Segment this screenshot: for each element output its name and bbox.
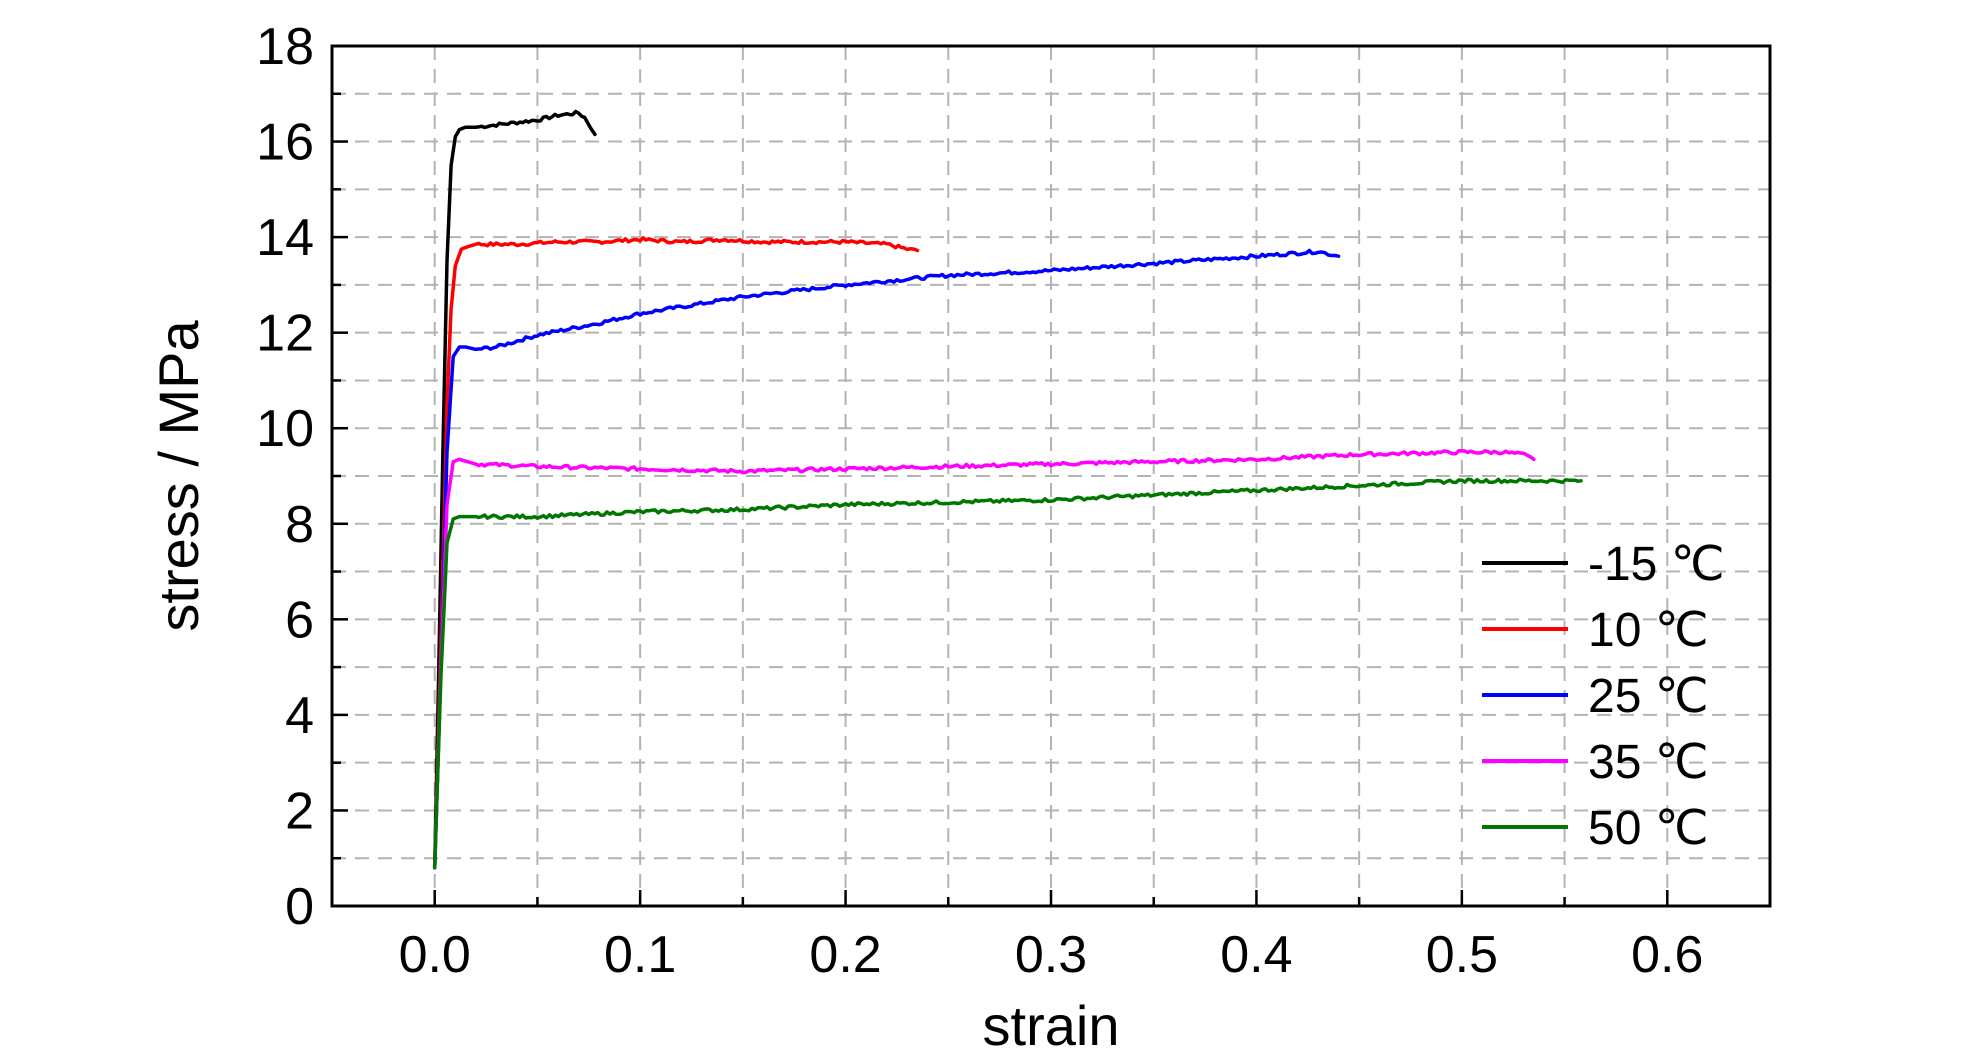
- legend: -15 ℃ 10 ℃ 25 ℃ 35 ℃ 50 ℃: [1482, 538, 1725, 855]
- legend-label: 25 ℃: [1588, 670, 1709, 723]
- y-tick-label: 2: [285, 782, 314, 840]
- y-tick-label: 14: [256, 209, 314, 267]
- x-tick-label: 0.5: [1426, 926, 1498, 984]
- x-tick-label: 0.4: [1220, 926, 1292, 984]
- legend-label: 35 ℃: [1588, 736, 1709, 789]
- y-tick-label: 10: [256, 400, 314, 458]
- y-axis-label: stress / MPa: [147, 320, 210, 632]
- y-tick-label: 18: [256, 18, 314, 76]
- series-line: [432, 449, 1536, 870]
- x-axis-label: strain: [983, 994, 1120, 1057]
- y-tick-label: 0: [285, 878, 314, 936]
- series-line: [432, 248, 1341, 870]
- y-tick-label: 16: [256, 114, 314, 172]
- y-tick-label: 12: [256, 305, 314, 363]
- x-tick-label: 0.0: [399, 926, 471, 984]
- series-line: [432, 109, 597, 870]
- series-line: [432, 477, 1583, 870]
- x-tick-label: 0.1: [604, 926, 676, 984]
- data-series: [432, 109, 1583, 870]
- x-tick-label: 0.2: [809, 926, 881, 984]
- tick-labels: 0.0 0.1 0.2 0.3 0.4 0.5 0.6 0 2 4 6 8 10 12 14 16 18: [256, 18, 1703, 984]
- legend-label: 50 ℃: [1588, 802, 1709, 855]
- x-tick-label: 0.6: [1631, 926, 1703, 984]
- grid-lines: [332, 46, 1770, 906]
- y-tick-label: 8: [285, 496, 314, 554]
- y-tick-label: 6: [285, 591, 314, 649]
- x-tick-label: 0.3: [1015, 926, 1087, 984]
- plot-frame: [330, 44, 1772, 908]
- legend-label: 10 ℃: [1588, 604, 1709, 657]
- legend-label: -15 ℃: [1588, 538, 1725, 591]
- series-line: [432, 236, 920, 870]
- y-tick-label: 4: [285, 687, 314, 745]
